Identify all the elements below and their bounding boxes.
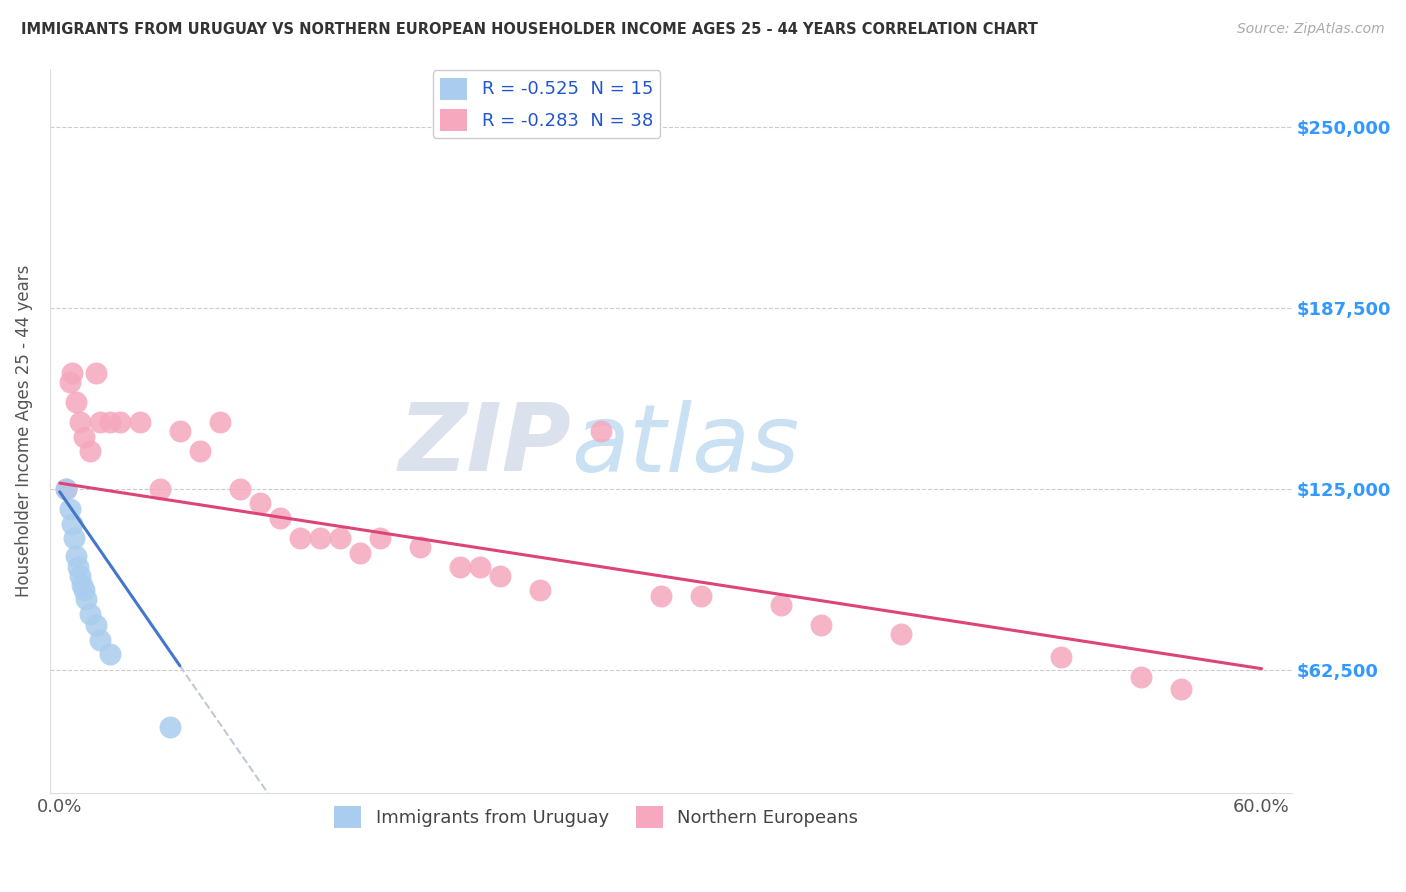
Point <box>65 549 87 563</box>
Point <box>159 720 181 734</box>
Point <box>84 366 107 380</box>
Point <box>59 375 82 389</box>
Point <box>75 592 97 607</box>
Point <box>489 569 512 583</box>
Point <box>59 502 82 516</box>
Point <box>1050 650 1073 665</box>
Point <box>108 415 131 429</box>
Point <box>689 589 711 603</box>
Point <box>288 531 311 545</box>
Point <box>66 560 89 574</box>
Point <box>650 589 672 603</box>
Point <box>810 618 832 632</box>
Point <box>229 482 252 496</box>
Point <box>368 531 391 545</box>
Point <box>69 569 91 583</box>
Point <box>188 444 211 458</box>
Text: ZIP: ZIP <box>398 400 571 491</box>
Point <box>98 647 121 661</box>
Point <box>409 540 432 554</box>
Point <box>269 511 291 525</box>
Point <box>1170 681 1192 696</box>
Point <box>589 424 612 438</box>
Point <box>84 618 107 632</box>
Point <box>149 482 172 496</box>
Point <box>55 482 77 496</box>
Point <box>1130 670 1153 684</box>
Point <box>73 583 96 598</box>
Point <box>60 366 83 380</box>
Point <box>249 496 271 510</box>
Point <box>309 531 332 545</box>
Point <box>79 607 101 621</box>
Text: Source: ZipAtlas.com: Source: ZipAtlas.com <box>1237 22 1385 37</box>
Point <box>89 632 111 647</box>
Point <box>169 424 191 438</box>
Point <box>890 627 912 641</box>
Point <box>128 415 150 429</box>
Text: atlas: atlas <box>571 400 800 491</box>
Point <box>69 415 91 429</box>
Point <box>89 415 111 429</box>
Point <box>769 598 792 612</box>
Point <box>98 415 121 429</box>
Point <box>62 531 84 545</box>
Point <box>65 395 87 409</box>
Legend: Immigrants from Uruguay, Northern Europeans: Immigrants from Uruguay, Northern Europe… <box>326 798 866 835</box>
Text: IMMIGRANTS FROM URUGUAY VS NORTHERN EUROPEAN HOUSEHOLDER INCOME AGES 25 - 44 YEA: IMMIGRANTS FROM URUGUAY VS NORTHERN EURO… <box>21 22 1038 37</box>
Point <box>208 415 231 429</box>
Point <box>349 546 371 560</box>
Point <box>529 583 551 598</box>
Y-axis label: Householder Income Ages 25 - 44 years: Householder Income Ages 25 - 44 years <box>15 265 32 597</box>
Point <box>73 430 96 444</box>
Point <box>449 560 471 574</box>
Point <box>60 516 83 531</box>
Point <box>329 531 352 545</box>
Point <box>79 444 101 458</box>
Point <box>470 560 492 574</box>
Point <box>55 482 77 496</box>
Point <box>70 577 93 591</box>
